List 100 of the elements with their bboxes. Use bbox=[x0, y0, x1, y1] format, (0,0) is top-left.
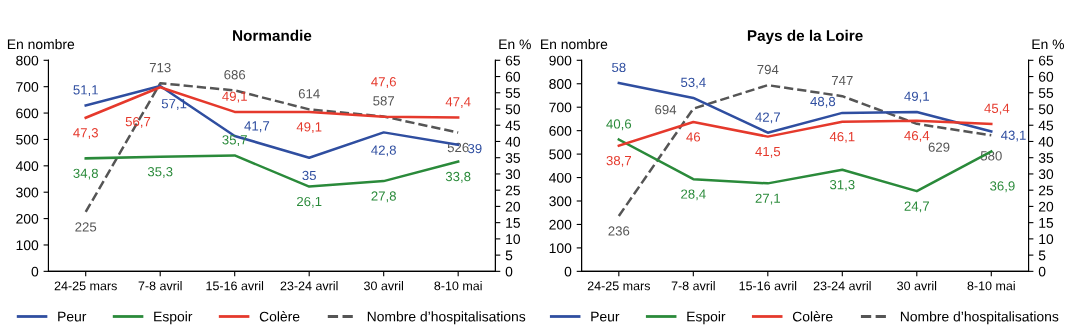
data-label: 39 bbox=[468, 143, 482, 154]
data-label: 46,1 bbox=[829, 131, 855, 143]
y-tick-label: 600 bbox=[16, 108, 39, 119]
data-label: 41,7 bbox=[244, 121, 270, 133]
y2-tick-label: 35 bbox=[505, 153, 521, 163]
x-tick-label: 24-25 mars bbox=[54, 281, 117, 291]
y2-axis-title: En % bbox=[499, 39, 531, 50]
data-label: 27,8 bbox=[371, 191, 396, 203]
data-label: 28,4 bbox=[681, 189, 706, 201]
y2-tick-label: 15 bbox=[506, 218, 521, 228]
y2-tick-label: 5 bbox=[1038, 250, 1046, 261]
data-label: 42,7 bbox=[755, 112, 780, 124]
y-tick-label: 800 bbox=[16, 55, 39, 66]
y-tick-label: 100 bbox=[549, 243, 572, 254]
y2-tick-label: 5 bbox=[505, 250, 513, 261]
x-tick-label: 23-24 avril bbox=[280, 281, 338, 291]
y2-tick-label: 65 bbox=[505, 55, 521, 66]
data-label: 58 bbox=[612, 62, 626, 73]
y2-tick-label: 20 bbox=[1038, 201, 1054, 212]
data-label: 35 bbox=[302, 170, 316, 181]
y2-tick-label: 20 bbox=[505, 201, 521, 212]
legend-label: Colère bbox=[259, 311, 300, 322]
y2-tick-label: 55 bbox=[505, 88, 521, 98]
y2-tick-label: 0 bbox=[505, 266, 513, 277]
y-tick-label: 300 bbox=[16, 187, 39, 198]
x-tick-label: 30 avril bbox=[364, 281, 403, 291]
legend-label: Peur bbox=[591, 311, 620, 322]
data-label: 26,1 bbox=[297, 196, 322, 208]
y2-tick-label: 15 bbox=[1039, 218, 1054, 228]
y2-tick-label: 60 bbox=[505, 71, 521, 82]
x-tick-label: 23-24 avril bbox=[813, 281, 871, 291]
y2-tick-label: 0 bbox=[1038, 266, 1046, 277]
data-label: 49,1 bbox=[222, 91, 247, 103]
data-label: 40,6 bbox=[606, 119, 632, 131]
y2-tick-label: 40 bbox=[1038, 136, 1054, 147]
data-label: 31,3 bbox=[829, 179, 855, 191]
y2-tick-label: 45 bbox=[1038, 120, 1054, 131]
data-label: 47,4 bbox=[445, 97, 471, 109]
y2-tick-label: 30 bbox=[505, 169, 521, 180]
data-label: 713 bbox=[149, 62, 171, 73]
y2-tick-label: 55 bbox=[1038, 88, 1054, 98]
x-tick-label: 7-8 avril bbox=[671, 281, 715, 291]
y-axis-title: En nombre bbox=[541, 39, 608, 50]
y-tick-label: 200 bbox=[16, 213, 39, 224]
chart-title: Pays de la Loire bbox=[747, 29, 863, 45]
y2-tick-label: 65 bbox=[1038, 55, 1054, 66]
data-label: 47,6 bbox=[371, 77, 396, 88]
data-label: 47,3 bbox=[73, 128, 98, 139]
y2-tick-label: 25 bbox=[1038, 185, 1054, 196]
y-tick-label: 400 bbox=[549, 172, 572, 183]
y2-tick-label: 40 bbox=[505, 136, 521, 147]
data-label: 225 bbox=[75, 222, 97, 232]
y-tick-label: 600 bbox=[549, 125, 572, 136]
data-label: 35,3 bbox=[147, 167, 173, 178]
data-label: 27,1 bbox=[755, 193, 781, 205]
data-label: 24,7 bbox=[904, 201, 929, 213]
y2-axis-title: En % bbox=[1032, 39, 1065, 50]
x-tick-label: 8-10 mai bbox=[434, 281, 482, 291]
legend-label: Peur bbox=[58, 311, 87, 322]
data-label: 686 bbox=[224, 70, 246, 80]
y-tick-label: 700 bbox=[16, 82, 39, 92]
data-label: 46 bbox=[686, 132, 701, 142]
y-tick-label: 400 bbox=[15, 161, 39, 171]
y-tick-label: 800 bbox=[549, 79, 572, 89]
data-label: 35,7 bbox=[222, 135, 247, 147]
data-label: 694 bbox=[655, 104, 677, 115]
data-label: 51,1 bbox=[73, 85, 98, 97]
y2-tick-label: 35 bbox=[1038, 153, 1054, 163]
y2-tick-label: 10 bbox=[1039, 234, 1054, 245]
y-tick-label: 0 bbox=[564, 266, 572, 277]
y-tick-label: 100 bbox=[16, 240, 39, 251]
legend-label: Nombre d’hospitalisations bbox=[900, 311, 1059, 325]
data-label: 45,4 bbox=[984, 103, 1010, 115]
data-label: 38,7 bbox=[606, 155, 632, 167]
y2-tick-label: 25 bbox=[505, 185, 521, 196]
data-label: 747 bbox=[831, 76, 853, 86]
y-tick-label: 700 bbox=[549, 102, 572, 113]
data-label: 42,8 bbox=[371, 145, 396, 157]
legend-label: Nombre d’hospitalisations bbox=[367, 311, 526, 325]
y2-tick-label: 45 bbox=[505, 120, 521, 131]
data-label: 49,1 bbox=[904, 91, 929, 103]
y-tick-label: 900 bbox=[549, 55, 572, 66]
y-tick-label: 300 bbox=[549, 196, 572, 207]
y2-tick-label: 10 bbox=[506, 234, 521, 245]
y2-tick-label: 60 bbox=[1038, 71, 1054, 82]
data-label: 43,1 bbox=[1000, 130, 1026, 142]
y-tick-label: 500 bbox=[16, 134, 39, 145]
y2-tick-label: 50 bbox=[1038, 104, 1054, 115]
data-label: 614 bbox=[298, 89, 320, 99]
data-label: 56,7 bbox=[125, 116, 151, 128]
data-label: 49,1 bbox=[296, 122, 322, 134]
data-label: 48,8 bbox=[810, 96, 836, 108]
x-tick-label: 24-25 mars bbox=[587, 281, 650, 291]
data-label: 236 bbox=[608, 226, 630, 236]
data-label: 46,4 bbox=[904, 130, 930, 142]
data-label: 794 bbox=[757, 64, 779, 75]
chart-title: Normandie bbox=[233, 29, 312, 42]
y2-tick-label: 30 bbox=[1038, 169, 1054, 180]
data-label: 36,9 bbox=[990, 181, 1015, 193]
x-tick-label: 7-8 avril bbox=[138, 281, 182, 291]
